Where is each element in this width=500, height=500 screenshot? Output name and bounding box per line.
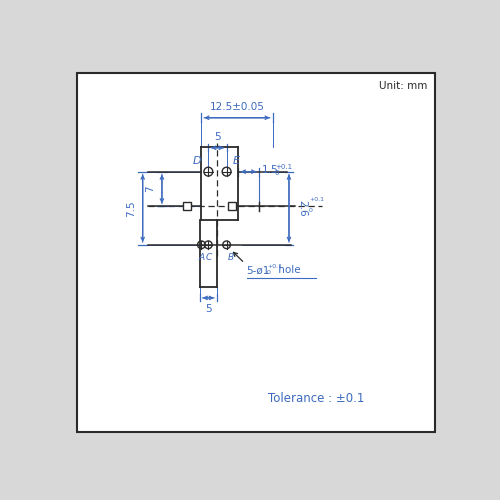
Bar bbox=[228, 202, 236, 210]
Text: +0.1: +0.1 bbox=[309, 198, 324, 202]
Text: C: C bbox=[205, 252, 212, 262]
Text: 1.5: 1.5 bbox=[262, 165, 278, 175]
Text: 0: 0 bbox=[275, 170, 280, 176]
Text: Tolerance : ±0.1: Tolerance : ±0.1 bbox=[268, 392, 364, 404]
Text: 12.5±0.05: 12.5±0.05 bbox=[210, 102, 264, 112]
Text: A: A bbox=[198, 252, 204, 262]
Text: +0.1: +0.1 bbox=[275, 164, 292, 170]
Bar bbox=[183, 202, 190, 210]
Text: E: E bbox=[233, 156, 240, 166]
Text: 0: 0 bbox=[267, 270, 271, 275]
Text: Unit: mm: Unit: mm bbox=[379, 81, 428, 91]
Text: hole: hole bbox=[274, 265, 300, 275]
Text: D: D bbox=[192, 156, 201, 166]
Text: 5: 5 bbox=[214, 132, 221, 141]
Text: 7: 7 bbox=[145, 186, 155, 192]
Text: 0: 0 bbox=[309, 208, 313, 212]
Text: B: B bbox=[228, 252, 234, 262]
Text: +0.1: +0.1 bbox=[267, 264, 282, 269]
Text: 5: 5 bbox=[205, 304, 212, 314]
Text: 2.6: 2.6 bbox=[298, 200, 308, 216]
Text: 7.5: 7.5 bbox=[126, 200, 136, 216]
Text: 5-ø1: 5-ø1 bbox=[246, 265, 270, 275]
